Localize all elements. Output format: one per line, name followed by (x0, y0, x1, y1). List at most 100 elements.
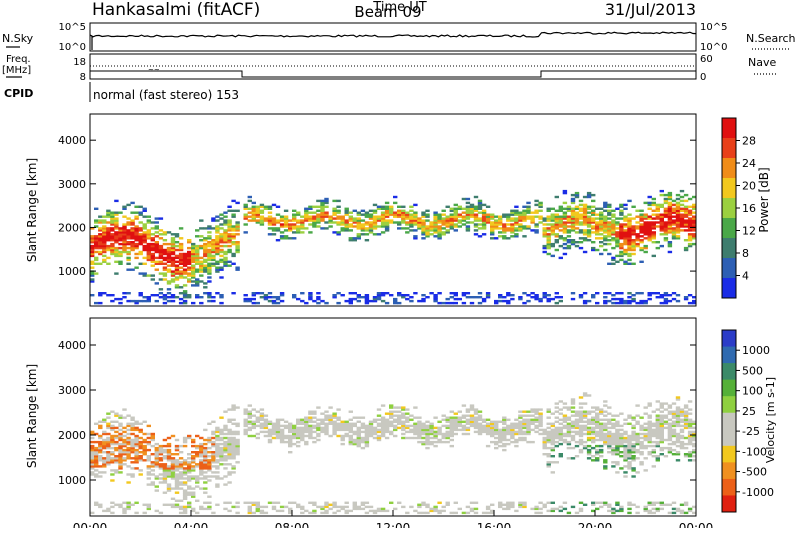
data-cell (687, 223, 693, 226)
data-cell (106, 444, 111, 448)
data-cell (376, 297, 382, 301)
data-cell (191, 491, 196, 494)
data-cell (243, 297, 248, 301)
data-cell (671, 199, 677, 203)
data-cell (130, 233, 135, 236)
data-cell (372, 299, 378, 303)
data-cell (162, 473, 168, 476)
data-cell (538, 205, 543, 208)
data-cell (494, 426, 499, 430)
data-cell (126, 436, 131, 440)
data-cell (675, 299, 681, 303)
data-cell (667, 438, 673, 442)
data-cell (578, 237, 584, 240)
data-cell (275, 418, 281, 421)
data-cell (182, 272, 188, 275)
data-cell (546, 410, 551, 413)
data-cell (675, 211, 681, 214)
data-cell (114, 455, 119, 458)
data-cell (631, 503, 636, 506)
data-cell (647, 294, 652, 297)
data-cell (413, 237, 418, 240)
data-cell (574, 412, 580, 415)
data-cell (683, 420, 689, 423)
data-cell (243, 412, 248, 415)
data-cell (114, 260, 119, 263)
data-cell (570, 201, 576, 205)
data-cell (449, 209, 454, 212)
data-cell (647, 420, 652, 423)
data-cell (182, 459, 188, 462)
data-cell (174, 481, 180, 484)
data-cell (675, 294, 681, 297)
data-cell (187, 457, 192, 460)
data-cell (627, 254, 632, 258)
data-cell (138, 442, 143, 446)
data-cell (207, 475, 212, 478)
data-cell (90, 471, 95, 474)
data-cell (461, 211, 467, 214)
data-cell (417, 422, 422, 425)
data-cell (655, 408, 660, 411)
data-cell (687, 426, 693, 430)
data-cell (199, 473, 204, 476)
data-cell (122, 296, 127, 299)
data-cell (360, 424, 366, 428)
data-cell (550, 223, 555, 226)
data-cell (364, 444, 370, 448)
data-cell (659, 189, 664, 193)
data-cell (562, 426, 568, 430)
data-cell (182, 471, 188, 474)
data-cell (542, 246, 547, 250)
data-cell (380, 225, 386, 228)
data-cell (692, 505, 697, 509)
data-cell (675, 418, 681, 421)
data-cell (675, 229, 681, 232)
data-cell (429, 422, 434, 425)
data-cell (659, 296, 664, 299)
data-cell (425, 424, 430, 428)
data-cell (348, 428, 353, 432)
data-cell (211, 455, 216, 458)
data-cell (481, 299, 487, 303)
data-cell (692, 444, 697, 448)
data-cell (271, 217, 277, 220)
data-cell (182, 290, 188, 293)
data-cell (138, 469, 143, 472)
data-cell (558, 422, 563, 425)
data-cell (510, 297, 515, 301)
data-cell (473, 207, 479, 210)
data-cell (498, 420, 503, 423)
data-cell (603, 237, 608, 240)
data-cell (98, 262, 103, 265)
data-cell (130, 235, 135, 238)
data-cell (445, 215, 450, 218)
data-cell (316, 434, 321, 438)
data-cell (554, 221, 559, 224)
data-cell (187, 475, 192, 478)
data-cell (425, 430, 430, 434)
data-cell (599, 233, 604, 236)
data-cell (219, 428, 224, 432)
colorbar-tick-label: 4 (742, 270, 749, 283)
data-cell (647, 221, 652, 224)
data-cell (356, 426, 361, 430)
data-cell (332, 501, 337, 504)
data-cell (162, 256, 168, 260)
data-cell (134, 301, 139, 305)
data-cell (667, 219, 673, 222)
data-cell (510, 426, 515, 430)
data-cell (578, 438, 584, 442)
data-cell (340, 217, 345, 220)
data-cell (304, 416, 309, 419)
noise-left-tick-bottom: 10^0 (59, 42, 86, 53)
data-cell (469, 404, 475, 407)
data-cell (219, 276, 224, 279)
data-cell (675, 451, 681, 454)
data-cell (146, 296, 151, 299)
data-cell (562, 418, 568, 421)
data-cell (671, 511, 677, 515)
data-cell (368, 217, 374, 220)
data-cell (449, 292, 454, 295)
data-cell (603, 436, 608, 440)
